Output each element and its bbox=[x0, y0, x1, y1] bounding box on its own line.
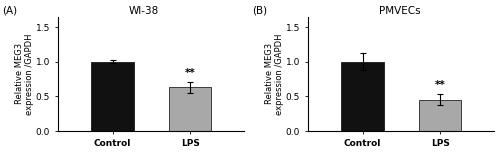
Text: PMVECs: PMVECs bbox=[379, 6, 420, 16]
Text: (B): (B) bbox=[252, 6, 268, 16]
Text: WI-38: WI-38 bbox=[129, 6, 160, 16]
Bar bbox=[92, 62, 134, 131]
Y-axis label: Relative MEG3
expression /GAPDH: Relative MEG3 expression /GAPDH bbox=[15, 33, 34, 115]
Bar bbox=[169, 87, 212, 131]
Text: **: ** bbox=[435, 80, 446, 90]
Text: **: ** bbox=[185, 68, 196, 78]
Text: (A): (A) bbox=[2, 6, 18, 16]
Bar bbox=[342, 62, 384, 131]
Y-axis label: Relative MEG3
expression /GAPDH: Relative MEG3 expression /GAPDH bbox=[265, 33, 284, 115]
Bar bbox=[419, 100, 462, 131]
